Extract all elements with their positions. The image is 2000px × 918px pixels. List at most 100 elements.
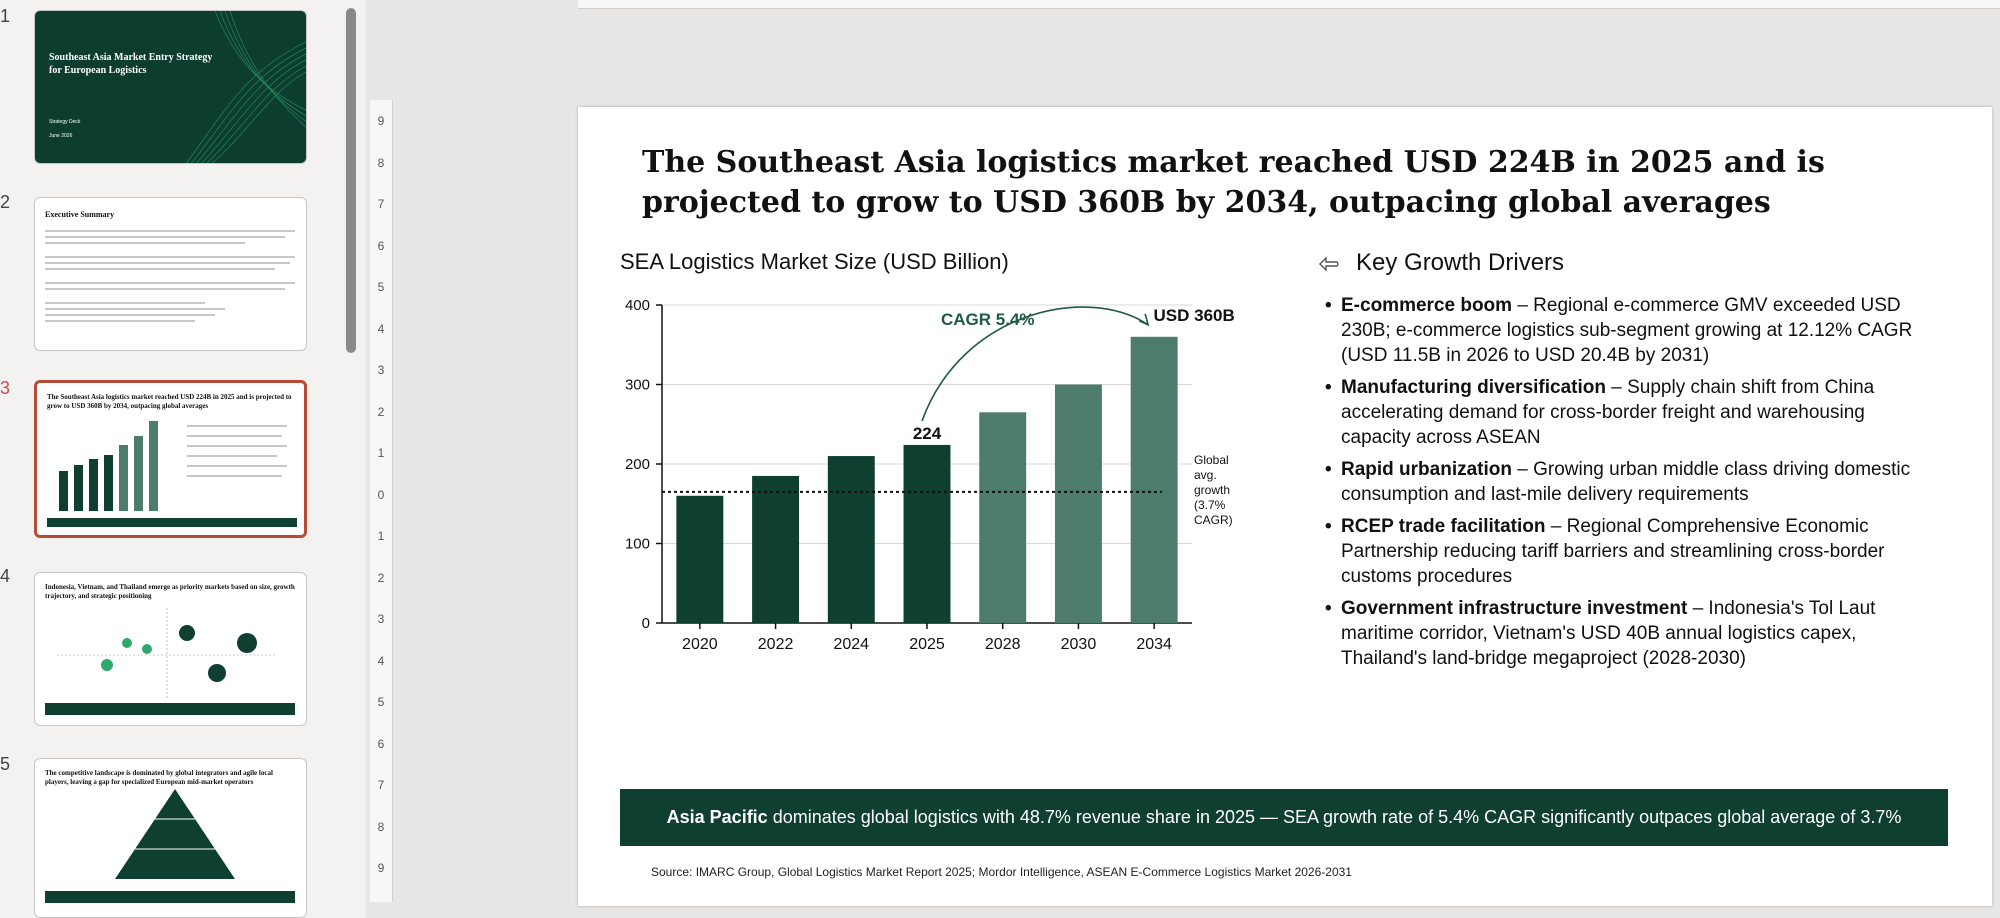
- slide-canvas[interactable]: The Southeast Asia logistics market reac…: [578, 107, 1992, 906]
- thumb-text-line: [187, 425, 287, 427]
- cagr-label: CAGR 5.4%: [941, 310, 1035, 329]
- thumb-text-line: [45, 242, 245, 244]
- ruler-number: 0: [377, 487, 385, 502]
- slide-thumbnail-2[interactable]: Executive Summary: [34, 197, 307, 351]
- thumb-text-line: [45, 268, 275, 270]
- thumb-text-line: [45, 230, 295, 232]
- thumb-banner: [45, 891, 295, 903]
- thumb-text-line: [187, 465, 287, 467]
- thumb-title: Southeast Asia Market Entry Strategy for…: [49, 52, 213, 76]
- vertical-ruler: 9 8 7 6 5 4 3 2 1 0 1 2 3 4 5 6 7 8 9: [370, 100, 393, 902]
- slide-number: 5: [0, 754, 11, 774]
- bar-2024: [827, 456, 875, 623]
- thumb-pyramid: [115, 789, 235, 879]
- chart-title: SEA Logistics Market Size (USD Billion): [620, 249, 1009, 274]
- driver-text: – Regional Comprehensive Economic Partne…: [1341, 516, 1885, 587]
- ruler-number: 7: [377, 778, 385, 792]
- y-tick-label: 0: [642, 615, 650, 632]
- thumb-text-line: [45, 314, 215, 316]
- thumb-bubble-chart: [57, 608, 277, 698]
- ruler-number: 4: [377, 653, 385, 668]
- driver-title: RCEP trade facilitation: [1341, 516, 1546, 537]
- x-tick-label: 2022: [758, 636, 794, 653]
- thumb-banner: [45, 703, 295, 715]
- thumb-title: Executive Summary: [45, 210, 115, 219]
- x-tick-label: 2028: [985, 636, 1021, 653]
- driver-item: Rapid urbanization – Growing urban middl…: [1325, 457, 1925, 507]
- driver-item: Government infrastructure investment – I…: [1325, 596, 1925, 671]
- ruler-number: 2: [377, 570, 385, 585]
- driver-title: E-commerce boom: [1341, 295, 1513, 316]
- y-tick-label: 100: [625, 536, 650, 553]
- driver-text: – Regional e-commerce GMV exceeded USD 2…: [1341, 295, 1913, 366]
- driver-text: – Indonesia's Tol Laut maritime corridor…: [1341, 598, 1876, 669]
- data-label-2034: USD 360B: [1154, 306, 1235, 325]
- ruler-number: 9: [377, 861, 385, 875]
- global-average-label-line: Global: [1194, 453, 1229, 467]
- thumb-chart: [59, 421, 158, 511]
- y-tick-label: 200: [625, 456, 650, 473]
- driver-item: E-commerce boom – Regional e-commerce GM…: [1325, 293, 1925, 368]
- driver-text: – Supply chain shift from China accelera…: [1341, 377, 1875, 448]
- slide-number: 4: [0, 566, 11, 586]
- x-tick-label: 2024: [833, 636, 869, 653]
- thumb-text-line: [45, 320, 195, 322]
- driver-item: Manufacturing diversification – Supply c…: [1325, 375, 1925, 450]
- ruler-number: 2: [377, 404, 385, 419]
- bar-2034: [1130, 336, 1178, 623]
- cagr-arrowhead: [1138, 313, 1150, 327]
- thumb-title: Indonesia, Vietnam, and Thailand emerge …: [45, 583, 295, 600]
- slide-title[interactable]: The Southeast Asia logistics market reac…: [642, 145, 1825, 220]
- market-size-bar-chart[interactable]: 0 100 200 300 400 2020 2022 2024 2025 2028 2030 203…: [602, 283, 1262, 663]
- bar-2030: [1054, 384, 1102, 623]
- slide-number: 3: [0, 378, 11, 398]
- drivers-heading: Key Growth Drivers: [1356, 249, 1565, 276]
- driver-title: Government infrastructure investment: [1341, 598, 1688, 619]
- slide-thumbnail-1[interactable]: Southeast Asia Market Entry Strategy for…: [34, 10, 307, 164]
- bar-2025: [903, 444, 951, 623]
- thumb-text-line: [45, 262, 290, 264]
- thumb-banner: [47, 518, 297, 527]
- x-tick-label: 2025: [909, 636, 945, 653]
- summary-banner: Asia Pacific dominates global logistics …: [620, 789, 1948, 846]
- thumb-text-line: [45, 236, 285, 238]
- slide-thumbnail-5[interactable]: The competitive landscape is dominated b…: [34, 758, 307, 918]
- y-tick-label: 300: [625, 377, 650, 394]
- wave-graphic: [186, 11, 306, 163]
- thumb-text-line: [187, 475, 282, 477]
- thumb-title: The competitive landscape is dominated b…: [45, 769, 273, 786]
- ruler-number: 7: [377, 197, 385, 211]
- driver-item: RCEP trade facilitation – Regional Compr…: [1325, 514, 1925, 589]
- slide-thumbnail-3[interactable]: The Southeast Asia logistics market reac…: [34, 380, 307, 538]
- thumb-date: June 2026: [49, 133, 73, 139]
- ruler-number: 3: [377, 612, 385, 626]
- thumb-text-line: [45, 282, 295, 284]
- thumb-text-line: [187, 445, 287, 447]
- bar-2022: [752, 475, 800, 623]
- global-average-label-line: CAGR): [1194, 513, 1233, 527]
- bar-2028: [979, 412, 1027, 623]
- ruler-number: 4: [377, 321, 385, 336]
- ruler-number: 8: [377, 819, 385, 834]
- banner-bold: Asia Pacific: [666, 807, 768, 827]
- ruler-number: 8: [377, 155, 385, 170]
- source-note: Source: IMARC Group, Global Logistics Ma…: [651, 865, 1352, 879]
- thumb-text-line: [187, 435, 282, 437]
- ruler-number: 1: [377, 529, 385, 543]
- y-tick-label: 400: [625, 297, 650, 314]
- thumbnail-scrollbar[interactable]: [346, 8, 356, 353]
- slide-number: 1: [0, 6, 11, 26]
- thumb-text-line: [45, 288, 285, 290]
- ruler-number: 6: [377, 238, 385, 253]
- thumb-text-line: [187, 455, 277, 457]
- slide-thumbnail-4[interactable]: Indonesia, Vietnam, and Thailand emerge …: [34, 572, 307, 726]
- bar-2020: [676, 495, 724, 623]
- ruler-number: 1: [377, 446, 385, 460]
- thumb-text-line: [45, 302, 205, 304]
- ruler-number: 3: [377, 363, 385, 377]
- data-label-2025: 224: [913, 424, 942, 443]
- banner-text: dominates global logistics with 48.7% re…: [772, 807, 1902, 827]
- thumb-text-line: [45, 256, 295, 258]
- horizontal-ruler: [578, 0, 2000, 9]
- thumb-title: The Southeast Asia logistics market reac…: [47, 393, 292, 410]
